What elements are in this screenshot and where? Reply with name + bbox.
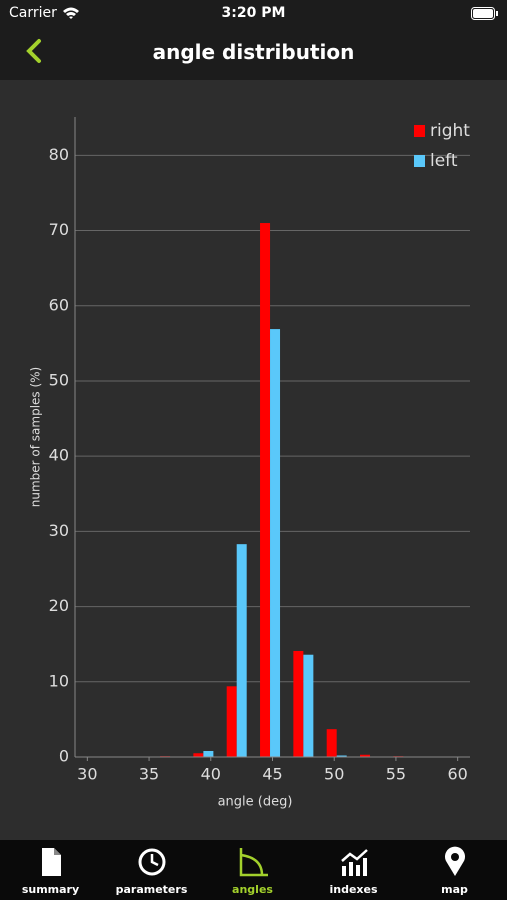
summary-icon xyxy=(42,848,61,876)
battery-icon xyxy=(471,7,498,20)
tab-parameters[interactable]: parameters xyxy=(101,840,202,900)
bar xyxy=(326,729,337,757)
y-tick-label: 0 xyxy=(59,747,69,766)
y-tick-label: 60 xyxy=(49,295,69,314)
tab-label: angles xyxy=(232,883,273,896)
legend-label: right xyxy=(430,121,470,141)
tab-summary[interactable]: summary xyxy=(0,840,101,900)
y-axis-label: number of samples (%) xyxy=(29,367,43,508)
tab-map[interactable]: map xyxy=(404,840,505,900)
x-tick-label: 30 xyxy=(77,765,97,784)
x-axis-label: angle (deg) xyxy=(218,795,293,810)
bar xyxy=(336,755,347,757)
indexes-icon xyxy=(341,849,368,876)
y-tick-label: 80 xyxy=(49,145,69,164)
wifi-icon xyxy=(63,7,79,19)
tab-bar: summary parameters angles indexes map xyxy=(0,840,507,900)
y-tick-label: 10 xyxy=(49,671,69,690)
bar xyxy=(236,544,247,757)
x-tick-label: 60 xyxy=(447,765,467,784)
clock: 3:20 PM xyxy=(221,5,286,21)
tab-label: map xyxy=(441,883,468,896)
bar xyxy=(270,329,281,757)
bar xyxy=(203,750,214,757)
page-title: angle distribution xyxy=(152,40,355,64)
y-tick-label: 20 xyxy=(49,596,69,615)
map-icon xyxy=(445,846,465,876)
legend-label: left xyxy=(430,151,458,171)
y-tick-label: 70 xyxy=(49,220,69,239)
bar xyxy=(293,650,304,757)
parameters-icon xyxy=(138,848,166,876)
bar xyxy=(226,686,237,757)
x-tick-label: 40 xyxy=(201,765,221,784)
angles-icon xyxy=(239,848,268,877)
tab-label: summary xyxy=(21,883,80,896)
legend-swatch xyxy=(414,155,425,167)
x-tick-label: 45 xyxy=(262,765,282,784)
tab-angles[interactable]: angles xyxy=(202,840,303,900)
y-tick-label: 30 xyxy=(49,521,69,540)
tab-indexes[interactable]: indexes xyxy=(303,840,404,900)
x-tick-label: 50 xyxy=(324,765,344,784)
bar xyxy=(193,753,204,757)
status-bar: Carrier 3:20 PM xyxy=(0,0,507,28)
bar xyxy=(360,754,371,757)
y-tick-label: 40 xyxy=(49,446,69,465)
back-button[interactable] xyxy=(24,38,44,64)
tab-label: parameters xyxy=(115,883,188,896)
nav-bar: angle distribution xyxy=(0,28,507,80)
chart: angle (deg) number of samples (%) 0 10 20 3… xyxy=(29,117,470,810)
bar xyxy=(303,654,314,757)
carrier: Carrier xyxy=(9,5,57,21)
bar xyxy=(260,223,271,758)
legend-swatch xyxy=(414,125,425,137)
tab-label: indexes xyxy=(329,883,378,896)
x-tick-label: 35 xyxy=(139,765,159,784)
x-tick-label: 55 xyxy=(386,765,406,784)
y-tick-label: 50 xyxy=(49,370,69,389)
